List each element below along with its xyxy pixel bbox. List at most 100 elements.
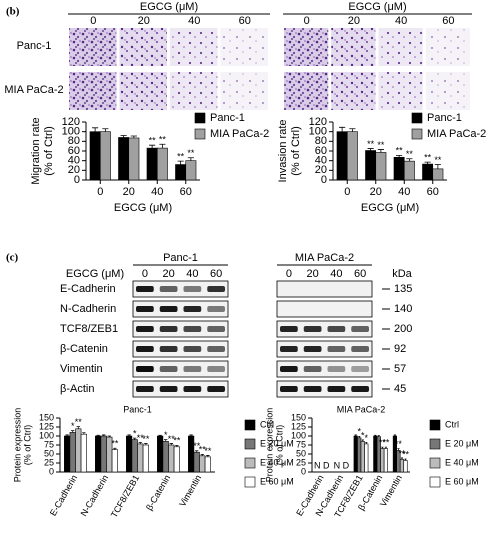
band bbox=[303, 366, 322, 372]
legend-label: Ctrl bbox=[260, 419, 274, 429]
chart-title: MIA PaCa-2 bbox=[337, 404, 386, 414]
y-tick-label: 125 bbox=[291, 421, 306, 431]
column-label: 0 bbox=[304, 15, 310, 27]
significance: ** bbox=[398, 448, 406, 458]
bar bbox=[173, 446, 180, 473]
blot-frame bbox=[132, 360, 229, 378]
lane-label: 60 bbox=[354, 268, 366, 280]
bar bbox=[99, 131, 111, 181]
size-label: 200 bbox=[394, 323, 412, 335]
cell-image bbox=[284, 72, 329, 110]
bar bbox=[357, 437, 362, 473]
y-tick-label: 50 bbox=[296, 448, 306, 458]
error-bar bbox=[107, 435, 111, 438]
band bbox=[183, 346, 202, 352]
error-bar bbox=[102, 434, 106, 436]
y-axis-label: (% of Ctrl) bbox=[22, 425, 32, 466]
size-label: 57 bbox=[394, 363, 406, 375]
band bbox=[280, 386, 298, 392]
legend-swatch bbox=[429, 419, 441, 431]
lane-label: 40 bbox=[186, 268, 198, 280]
significance: ** bbox=[193, 441, 201, 451]
error-bar bbox=[82, 432, 86, 435]
cell-image bbox=[119, 28, 167, 66]
legend-swatch bbox=[411, 128, 423, 140]
band bbox=[183, 366, 202, 372]
error-bar bbox=[406, 158, 413, 162]
band bbox=[351, 386, 369, 392]
legend-swatch bbox=[244, 476, 256, 488]
column-label: 20 bbox=[138, 15, 150, 27]
bar bbox=[156, 147, 168, 181]
y-axis-label: (% of Ctrl) bbox=[290, 126, 302, 176]
x-tick-label: E-Cadherin bbox=[48, 473, 79, 517]
x-tick-label: 20 bbox=[123, 186, 135, 198]
significance: ** bbox=[177, 152, 185, 162]
panel-label: (b) bbox=[6, 6, 20, 18]
protein-label: N-Cadherin bbox=[60, 303, 116, 315]
band bbox=[207, 386, 225, 392]
bar bbox=[403, 160, 415, 181]
significance: ** bbox=[395, 439, 403, 449]
error-bar bbox=[354, 434, 357, 436]
band bbox=[136, 326, 154, 332]
significance: ** bbox=[187, 148, 195, 158]
band bbox=[136, 366, 154, 372]
bar bbox=[204, 456, 211, 473]
legend-swatch bbox=[244, 438, 256, 450]
legend-label: E 60 μM bbox=[260, 476, 294, 486]
error-bar bbox=[71, 430, 75, 433]
y-axis-label: (% of Ctrl) bbox=[43, 126, 55, 176]
error-bar bbox=[365, 442, 368, 444]
band bbox=[136, 346, 154, 352]
band bbox=[207, 326, 225, 332]
cell-image bbox=[69, 28, 117, 66]
band bbox=[280, 366, 298, 372]
error-bar bbox=[144, 443, 148, 445]
band bbox=[136, 386, 154, 392]
significance: ** bbox=[111, 439, 119, 449]
legend-swatch bbox=[244, 457, 256, 469]
y-tick-label: 40 bbox=[68, 155, 80, 167]
bar bbox=[168, 444, 175, 473]
bar bbox=[126, 435, 133, 473]
significance: ** bbox=[75, 417, 83, 427]
error-bar bbox=[164, 439, 168, 442]
cell-image bbox=[170, 72, 218, 110]
error-bar bbox=[393, 434, 396, 436]
x-tick-label: 60 bbox=[427, 186, 439, 198]
significance: ** bbox=[379, 438, 387, 448]
legend-label: E 20 μM bbox=[445, 438, 479, 448]
panel-label: (c) bbox=[6, 252, 19, 264]
bar bbox=[142, 444, 149, 473]
error-bar bbox=[169, 443, 173, 445]
bar bbox=[373, 435, 378, 473]
y-tick-label: 120 bbox=[62, 116, 80, 128]
bar bbox=[399, 459, 405, 473]
cell-image bbox=[331, 72, 376, 110]
blot-frame bbox=[132, 300, 229, 318]
x-tick-label: 40 bbox=[398, 186, 410, 198]
error-bar bbox=[397, 448, 400, 451]
bar bbox=[89, 131, 101, 181]
x-tick-label: 0 bbox=[344, 186, 350, 198]
y-tick-label: 80 bbox=[68, 135, 80, 147]
legend-swatch bbox=[429, 438, 441, 450]
y-tick-label: 80 bbox=[315, 135, 327, 147]
cell-image bbox=[220, 72, 268, 110]
dose-label: EGCG (μM) bbox=[66, 268, 124, 280]
bar bbox=[137, 443, 144, 473]
bar bbox=[199, 455, 206, 473]
error-bar bbox=[396, 154, 403, 158]
error-bar bbox=[367, 148, 374, 151]
significance: ** bbox=[199, 445, 207, 455]
error-bar bbox=[358, 435, 361, 438]
band bbox=[207, 346, 225, 352]
bar bbox=[193, 451, 200, 473]
significance: ** bbox=[367, 139, 375, 149]
error-bar bbox=[377, 149, 384, 153]
column-label: 60 bbox=[442, 15, 454, 27]
error-bar bbox=[113, 447, 117, 450]
band bbox=[159, 286, 178, 292]
